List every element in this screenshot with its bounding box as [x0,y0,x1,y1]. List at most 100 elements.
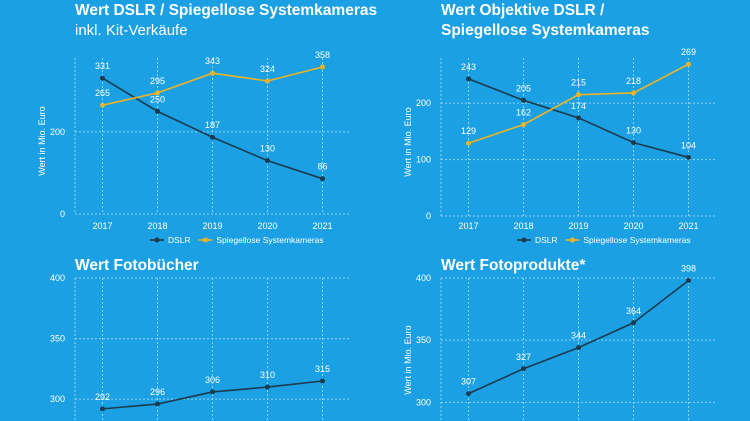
chart-3-plot: 300 350 400 Wert in Mio. Euro 307 327 344 364 39… [403,263,716,421]
data-label: 174 [571,101,586,111]
data-point [576,345,581,351]
data-point [686,277,691,283]
data-point [466,391,471,397]
data-point [521,122,526,128]
x-tick-label: 2018 [147,221,167,231]
y-tick-label: 350 [50,334,65,344]
legend-label: Spiegellose Systemkameras [583,235,690,245]
data-point [100,102,105,108]
legend-label: Spiegellose Systemkameras [216,235,323,245]
y-tick-label: 200 [50,127,65,137]
data-label: 86 [317,162,327,172]
data-label: 162 [516,108,531,118]
y-tick-label: 0 [60,209,65,219]
data-point [265,158,270,164]
data-label: 331 [95,61,110,71]
x-tick-label: 2018 [513,221,533,231]
data-label: 344 [571,331,586,341]
chart-subtitle: Spiegellose Systemkameras [441,22,650,39]
data-label: 292 [95,392,110,402]
legend-marker [521,237,527,243]
data-label: 398 [681,263,696,273]
data-label: 130 [260,144,275,154]
data-label: 358 [315,50,330,60]
data-point [686,61,691,67]
data-label: 296 [150,387,165,397]
x-tick-label: 2019 [202,221,222,231]
data-label: 327 [516,352,531,362]
chart-2-plot: 300 350 400 292 296 306 310 315 [50,273,350,421]
x-tick-label: 2020 [623,221,643,231]
legend-marker [569,237,575,243]
x-tick-label: 2021 [312,221,332,231]
data-label: 187 [205,120,220,130]
data-label: 218 [626,76,641,86]
y-tick-label: 100 [416,155,431,165]
data-point [100,406,105,412]
legend-label: DSLR [535,235,558,245]
data-label: 265 [95,88,110,98]
data-label: 104 [681,140,696,150]
data-label: 243 [461,62,476,72]
data-point [521,366,526,372]
data-label: 129 [461,126,476,136]
data-label: 295 [150,76,165,86]
legend-marker [202,237,208,243]
y-tick-label: 0 [426,211,431,221]
data-label: 315 [315,364,330,374]
y-tick-label: 350 [416,335,431,345]
chart-title: Wert Objektive DSLR / [441,2,605,19]
chart-title: Wert Fotobücher [75,257,199,274]
x-tick-label: 2021 [678,221,698,231]
y-tick-label: 200 [416,98,431,108]
data-point [155,401,160,407]
data-point [320,378,325,384]
chart-subtitle: inkl. Kit-Verkäufe [75,22,188,39]
data-point [210,389,215,395]
data-point [631,140,636,146]
legend-marker [154,237,160,243]
data-label: 250 [150,94,165,104]
data-point [320,64,325,70]
data-point [686,154,691,160]
data-point [466,76,471,82]
data-label: 343 [205,56,220,66]
x-tick-label: 2017 [92,221,112,231]
data-point [210,70,215,76]
y-axis-label: Wert in Mio. Euro [403,107,413,176]
data-point [320,176,325,182]
y-tick-label: 400 [416,273,431,283]
data-point [265,384,270,390]
data-point [466,140,471,146]
data-point [631,320,636,326]
data-point [155,108,160,114]
y-axis-label: Wert in Mio. Euro [37,106,47,175]
chart-1-plot: 0 100 200 2017 2018 2019 2020 2021 Wert in Mio. … [403,47,716,245]
data-point [631,90,636,96]
chart-0-plot: 0 200 2017 2018 2019 2020 2021 Wert in Mio. Eur… [37,50,350,245]
data-point [265,78,270,84]
data-label: 269 [681,47,696,57]
chart-title: Wert DSLR / Spiegellose Systemkameras [75,2,378,19]
data-point [210,134,215,140]
data-label: 310 [260,370,275,380]
x-tick-label: 2020 [257,221,277,231]
y-tick-label: 300 [416,397,431,407]
data-label: 130 [626,126,641,136]
data-point [521,97,526,103]
y-tick-label: 300 [50,394,65,404]
y-axis-label: Wert in Mio. Euro [403,325,413,394]
x-tick-label: 2017 [458,221,478,231]
data-label: 306 [205,375,220,385]
data-label: 215 [571,78,586,88]
data-point [576,92,581,98]
data-label: 205 [516,83,531,93]
legend-label: DSLR [168,235,191,245]
data-label: 307 [461,377,476,387]
chart-title: Wert Fotoprodukte* [441,257,586,274]
data-label: 364 [626,306,641,316]
data-label: 324 [260,64,275,74]
data-point [100,75,105,81]
x-tick-label: 2019 [568,221,588,231]
